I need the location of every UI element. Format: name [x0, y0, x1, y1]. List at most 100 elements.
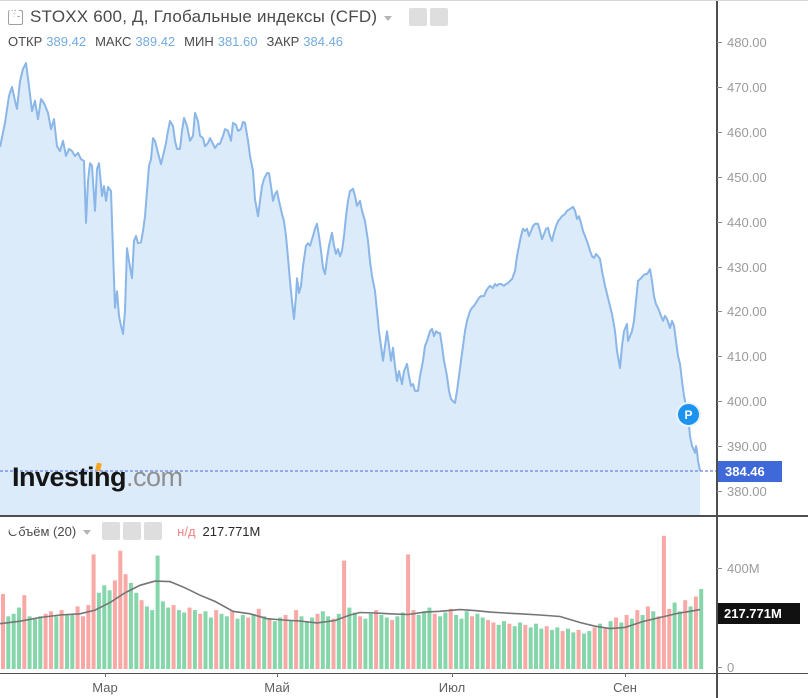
volume-bar: [304, 621, 309, 669]
month-tick-label: Май: [264, 680, 290, 695]
settings-button[interactable]: [8, 7, 449, 26]
volume-tick-label: 0: [727, 660, 735, 675]
volume-bar: [75, 606, 80, 669]
volume-bar: [214, 610, 219, 669]
volume-bar: [693, 596, 698, 669]
chevron-down-icon[interactable]: [83, 529, 92, 535]
event-marker-p[interactable]: P: [676, 402, 701, 427]
volume-bar: [262, 616, 267, 669]
volume-bar: [582, 633, 586, 669]
volume-bar: [448, 608, 453, 669]
volume-bar: [502, 621, 506, 669]
volume-bar: [683, 600, 688, 669]
volume-bar: [272, 621, 277, 669]
volume-bar: [587, 631, 592, 669]
month-tick-label: Июл: [438, 680, 466, 695]
price-tick-label-dash: [717, 132, 722, 133]
logo-orange-tick: [95, 462, 102, 472]
volume-bar: [464, 611, 469, 669]
investing-logo-text: Investing: [12, 462, 127, 492]
volume-bar: [283, 615, 288, 669]
volume-bar: [454, 615, 459, 669]
volume-bar: [1, 594, 5, 669]
volume-bar: [422, 611, 427, 669]
time-axis-line: [0, 673, 808, 674]
volume-bar: [144, 606, 149, 669]
volume-settings-button[interactable]: [8, 522, 142, 540]
volume-bar: [219, 613, 224, 669]
volume-bar: [315, 613, 320, 669]
time-axis[interactable]: Мар Май Июл Сен: [0, 673, 808, 698]
price-tick-label: 380.00: [727, 484, 767, 499]
price-tick-label-dash: [717, 356, 722, 357]
volume-bar: [224, 616, 229, 669]
volume-bar: [251, 613, 256, 669]
pane-divider[interactable]: [0, 515, 808, 517]
price-tick-label-dash: [717, 177, 722, 178]
volume-bar: [102, 585, 107, 669]
price-tick-label: 400.00: [727, 394, 767, 409]
close-value: 384.46: [303, 34, 344, 49]
volume-bar: [480, 617, 485, 669]
volume-bar: [331, 618, 336, 669]
volume-bar: [320, 611, 325, 669]
volume-bar: [54, 616, 59, 669]
volume-indicator-title[interactable]: Объём (20): [8, 523, 77, 539]
volume-bar: [134, 592, 139, 670]
volume-bar: [352, 612, 357, 669]
volume-bar: [486, 620, 490, 669]
volume-bar: [379, 615, 384, 669]
open-value: 389.42: [46, 34, 87, 49]
volume-bar: [496, 624, 501, 669]
volume-close-button[interactable]: [9, 522, 163, 540]
volume-bar: [267, 618, 272, 669]
price-axis[interactable]: 480.00 470.00 460.00 450.00 440.00 430.00 420.…: [717, 1, 808, 675]
price-tick-label-dash: [717, 267, 722, 268]
chart-title[interactable]: STOXX 600, Д, Глобальные индексы (CFD): [30, 7, 378, 26]
volume-bar: [176, 610, 181, 669]
volume-bar: [38, 616, 43, 669]
volume-bar: [528, 627, 533, 669]
chart-canvas[interactable]: [0, 1, 717, 698]
month-tick-dash: [625, 673, 626, 677]
volume-current-value: 217.771M: [202, 523, 261, 539]
volume-bar: [123, 574, 128, 669]
price-tick-label-dash: [717, 401, 722, 402]
volume-bar: [342, 560, 347, 669]
volume-bar: [347, 607, 352, 669]
low-value: 381.60: [217, 34, 258, 49]
chevron-down-icon[interactable]: [384, 15, 393, 21]
volume-bar: [11, 613, 16, 669]
price-tick-label-dash: [717, 311, 722, 312]
volume-bar: [539, 628, 544, 669]
price-tick-label-dash: [717, 491, 722, 492]
month-tick-dash: [452, 673, 453, 677]
volume-bar: [70, 613, 75, 669]
volume-bar: [406, 554, 411, 669]
volume-bar: [230, 611, 235, 669]
volume-ma-tag: 217.771M: [718, 603, 800, 624]
price-tick-label: 390.00: [727, 439, 767, 454]
volume-bar: [438, 616, 443, 669]
volume-bar: [150, 610, 155, 669]
high-value: 389.42: [135, 34, 176, 49]
investing-logo-tld: .com: [126, 462, 183, 492]
volume-bar: [171, 605, 176, 669]
volume-bar: [592, 627, 597, 669]
volume-bar: [326, 616, 331, 669]
volume-bar: [512, 626, 517, 669]
volume-bar: [571, 632, 576, 669]
volume-bar: [17, 607, 21, 669]
price-tick-label: 430.00: [727, 260, 767, 275]
volume-bar: [128, 582, 133, 669]
chart-header: STOXX 600, Д, Глобальные индексы (CFD): [8, 7, 449, 27]
volume-bar: [651, 611, 656, 669]
volume-tick-label-dash: [717, 568, 722, 569]
visibility-button[interactable]: [9, 8, 428, 26]
close-label: ЗАКР: [266, 34, 300, 49]
volume-bar: [160, 601, 165, 669]
volume-bar: [256, 608, 261, 669]
price-axis-line: [716, 1, 718, 698]
volume-bar: [384, 617, 389, 669]
volume-visibility-button[interactable]: [9, 522, 121, 540]
